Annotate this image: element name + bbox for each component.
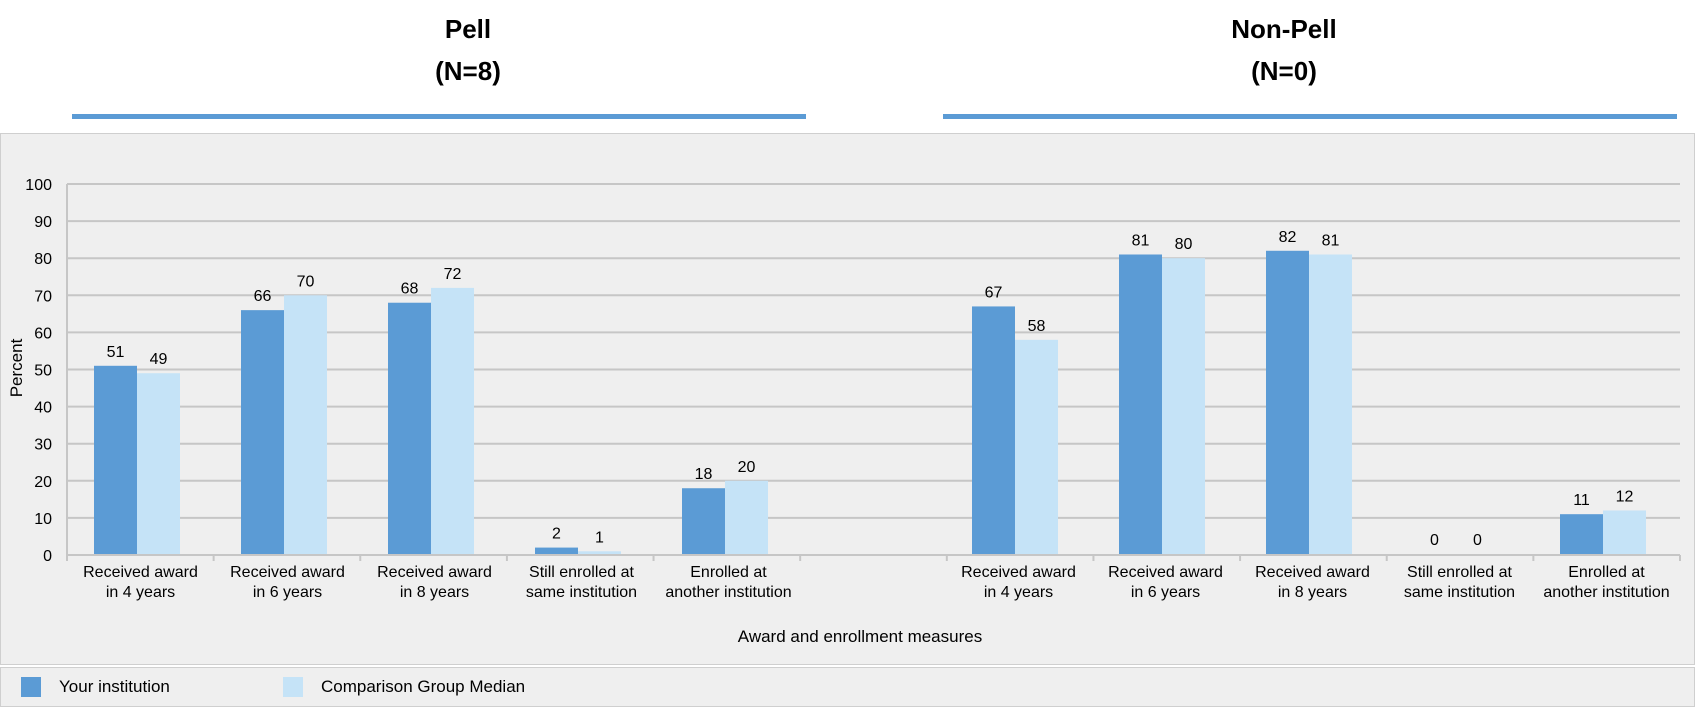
panel-title-text: Non-Pell bbox=[1231, 14, 1337, 44]
legend-item-your-institution: Your institution bbox=[21, 677, 170, 697]
data-label: 67 bbox=[985, 284, 1003, 301]
legend-swatch-icon bbox=[283, 677, 303, 697]
x-tick-label: in 8 years bbox=[1278, 584, 1347, 601]
bar bbox=[1603, 510, 1646, 555]
bar bbox=[137, 373, 180, 555]
x-tick-label: Received award bbox=[377, 564, 492, 581]
bar bbox=[725, 480, 768, 555]
x-tick-label: Still enrolled at bbox=[1407, 564, 1513, 581]
y-tick-label: 70 bbox=[34, 288, 52, 305]
legend: Your institution Comparison Group Median bbox=[0, 667, 1695, 707]
legend-swatch-icon bbox=[21, 677, 41, 697]
data-label: 58 bbox=[1028, 318, 1046, 335]
panel-rule-pell bbox=[72, 114, 806, 119]
data-label: 1 bbox=[595, 529, 604, 546]
bar bbox=[284, 295, 327, 555]
panel-subtitle-text: (N=8) bbox=[435, 56, 501, 86]
panel-title-pell: Pell (N=8) bbox=[268, 8, 668, 92]
data-label: 0 bbox=[1430, 532, 1439, 549]
data-label: 12 bbox=[1616, 488, 1634, 505]
x-tick-label: in 8 years bbox=[400, 584, 469, 601]
bar bbox=[682, 488, 725, 555]
y-tick-label: 90 bbox=[34, 214, 52, 231]
x-tick-label: Received award bbox=[1255, 564, 1370, 581]
bar bbox=[1015, 339, 1058, 555]
x-tick-label: Enrolled at bbox=[690, 564, 767, 581]
y-tick-label: 30 bbox=[34, 437, 52, 454]
bar bbox=[1560, 514, 1603, 555]
x-tick-label: Enrolled at bbox=[1568, 564, 1645, 581]
y-tick-label: 80 bbox=[34, 251, 52, 268]
legend-item-comparison-median: Comparison Group Median bbox=[283, 677, 525, 697]
bar bbox=[1309, 254, 1352, 556]
panel-rule-nonpell bbox=[943, 114, 1677, 119]
y-tick-label: 50 bbox=[34, 363, 52, 380]
data-label: 2 bbox=[552, 526, 561, 543]
bar bbox=[1119, 254, 1162, 556]
panel-title-nonpell: Non-Pell (N=0) bbox=[1084, 8, 1484, 92]
data-label: 51 bbox=[107, 344, 125, 361]
x-axis-title: Award and enrollment measures bbox=[738, 627, 982, 646]
x-tick-label: Received award bbox=[1108, 564, 1223, 581]
data-label: 49 bbox=[150, 351, 168, 368]
legend-label: Comparison Group Median bbox=[321, 677, 526, 696]
bar bbox=[972, 306, 1015, 555]
x-tick-label: in 6 years bbox=[253, 584, 322, 601]
data-label: 18 bbox=[695, 466, 713, 483]
x-tick-label: Still enrolled at bbox=[529, 564, 635, 581]
bar bbox=[94, 365, 137, 555]
x-tick-label: in 4 years bbox=[984, 584, 1053, 601]
panel-title-text: Pell bbox=[444, 14, 492, 44]
x-tick-label: Received award bbox=[230, 564, 345, 581]
bar bbox=[1162, 258, 1205, 555]
x-tick-label: in 6 years bbox=[1131, 584, 1200, 601]
x-tick-label: another institution bbox=[1543, 584, 1669, 601]
y-tick-label: 20 bbox=[34, 474, 52, 491]
x-tick-label: in 4 years bbox=[106, 584, 175, 601]
data-label: 20 bbox=[738, 459, 756, 476]
y-tick-label: 60 bbox=[34, 325, 52, 342]
data-label: 81 bbox=[1322, 232, 1340, 249]
y-tick-label: 10 bbox=[34, 511, 52, 528]
data-label: 82 bbox=[1279, 229, 1297, 246]
y-tick-label: 100 bbox=[25, 177, 52, 194]
bar bbox=[1266, 250, 1309, 555]
data-label: 66 bbox=[254, 288, 272, 305]
bar bbox=[535, 547, 578, 555]
x-tick-label: same institution bbox=[526, 584, 637, 601]
data-label: 68 bbox=[401, 281, 419, 298]
legend-label: Your institution bbox=[59, 677, 170, 696]
bar bbox=[431, 287, 474, 555]
x-tick-label: Received award bbox=[83, 564, 198, 581]
x-tick-label: same institution bbox=[1404, 584, 1515, 601]
data-label: 72 bbox=[444, 266, 462, 283]
bar bbox=[388, 302, 431, 555]
data-label: 80 bbox=[1175, 236, 1193, 253]
panel-subtitle-text: (N=0) bbox=[1251, 56, 1317, 86]
data-label: 11 bbox=[1573, 492, 1590, 509]
y-axis-title: Percent bbox=[7, 338, 26, 397]
y-tick-label: 0 bbox=[43, 548, 52, 565]
data-label: 81 bbox=[1132, 232, 1150, 249]
bar bbox=[578, 551, 621, 555]
data-label: 70 bbox=[297, 273, 315, 290]
y-tick-label: 40 bbox=[34, 400, 52, 417]
x-tick-label: Received award bbox=[961, 564, 1076, 581]
data-label: 0 bbox=[1473, 532, 1482, 549]
x-tick-label: another institution bbox=[665, 584, 791, 601]
bar bbox=[241, 310, 284, 555]
